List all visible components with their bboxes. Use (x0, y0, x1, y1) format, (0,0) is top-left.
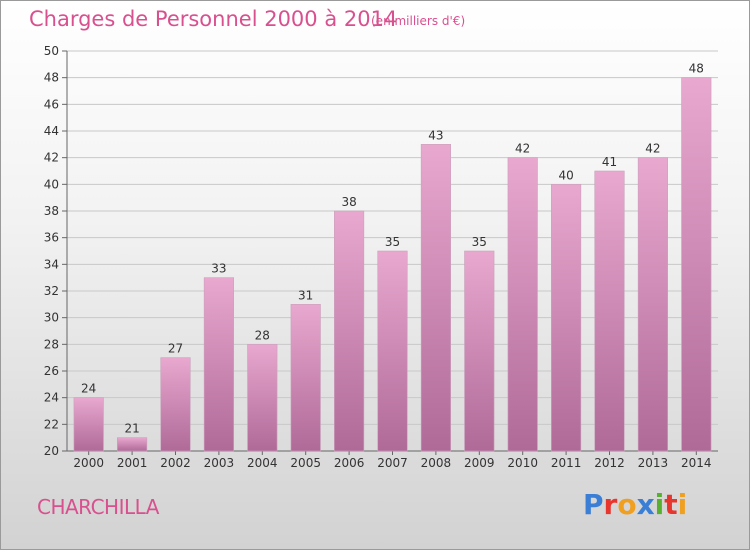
chart-subtitle: (en milliers d'€) (371, 14, 466, 28)
data-label-2008: 43 (428, 128, 443, 142)
bar-2010 (507, 157, 538, 452)
y-tick-label: 30 (44, 311, 59, 325)
y-tick-label: 44 (44, 124, 59, 138)
bar-2002 (160, 357, 191, 452)
bar-2007 (377, 250, 408, 452)
proxiti-logo: Proxiti (583, 488, 687, 521)
logo-letter: P (583, 488, 604, 521)
y-tick-label: 50 (44, 44, 59, 58)
y-tick-label: 26 (44, 364, 59, 378)
y-tick-label: 32 (44, 284, 59, 298)
data-label-2000: 24 (81, 382, 96, 396)
data-label-2012: 41 (602, 155, 617, 169)
data-label-2002: 27 (168, 342, 183, 356)
logo-letter: t (664, 488, 678, 521)
y-tick-label: 34 (44, 257, 59, 271)
y-tick-label: 48 (44, 71, 59, 85)
data-label-2011: 40 (558, 168, 573, 182)
data-label-2006: 38 (341, 195, 356, 209)
logo-letter: r (603, 488, 618, 521)
bar-2000 (73, 397, 104, 452)
x-tick-label-2010: 2010 (507, 456, 538, 470)
data-label-2014: 48 (689, 62, 704, 76)
bars (73, 77, 712, 452)
data-label-2007: 35 (385, 235, 400, 249)
y-tick-label: 42 (44, 151, 59, 165)
data-label-2010: 42 (515, 142, 530, 156)
x-tick-label-2009: 2009 (464, 456, 495, 470)
bar-2013 (637, 157, 668, 452)
y-tick-label: 40 (44, 177, 59, 191)
bar-2001 (117, 437, 148, 452)
x-tick-label-2006: 2006 (334, 456, 365, 470)
x-tick-label-2005: 2005 (290, 456, 321, 470)
logo-letter: x (636, 488, 655, 521)
x-tick-label-2013: 2013 (638, 456, 669, 470)
x-tick-label-2002: 2002 (160, 456, 191, 470)
logo-letter: o (617, 488, 637, 521)
bar-2014 (681, 77, 712, 452)
data-label-2013: 42 (645, 142, 660, 156)
x-tick-label-2004: 2004 (247, 456, 278, 470)
bar-2003 (203, 277, 234, 452)
commune-name: CHARCHILLA (37, 495, 159, 519)
y-tick-label: 20 (44, 444, 59, 458)
bar-2004 (247, 344, 278, 452)
x-tick-label-2008: 2008 (421, 456, 452, 470)
y-tick-label: 24 (44, 391, 59, 405)
x-tick-labels: 2000 2001 2002 2003 2004 2005 2006 2007 2008 2009… (73, 456, 711, 470)
y-tick-label: 46 (44, 97, 59, 111)
logo-letter: i (677, 488, 688, 521)
data-labels: 24 21 27 33 28 31 38 35 43 35 42 40 41 42 48 (81, 62, 704, 436)
bar-2012 (594, 170, 625, 452)
y-tick-label: 28 (44, 337, 59, 351)
x-tick-label-2003: 2003 (204, 456, 235, 470)
y-tick-label: 22 (44, 417, 59, 431)
x-tick-label-2012: 2012 (594, 456, 625, 470)
bar-2009 (464, 250, 495, 452)
bar-2006 (334, 210, 365, 452)
x-tick-label-2001: 2001 (117, 456, 148, 470)
x-tick-label-2011: 2011 (551, 456, 582, 470)
x-tick-label-2000: 2000 (73, 456, 104, 470)
logo-letter: i (654, 488, 665, 521)
bar-2005 (290, 304, 321, 452)
x-tick-label-2014: 2014 (681, 456, 712, 470)
bar-2008 (420, 144, 451, 452)
data-label-2009: 35 (472, 235, 487, 249)
data-label-2004: 28 (255, 328, 270, 342)
bar-2011 (551, 184, 582, 452)
y-tick-labels: 20 22 24 26 28 30 32 34 36 38 40 42 44 46 48 50 (44, 44, 59, 458)
data-label-2005: 31 (298, 288, 313, 302)
data-label-2003: 33 (211, 262, 226, 276)
data-label-2001: 21 (124, 422, 139, 436)
y-tick-label: 38 (44, 204, 59, 218)
y-tick-label: 36 (44, 231, 59, 245)
x-tick-label-2007: 2007 (377, 456, 408, 470)
chart-title: Charges de Personnel 2000 à 2014 (29, 7, 398, 31)
